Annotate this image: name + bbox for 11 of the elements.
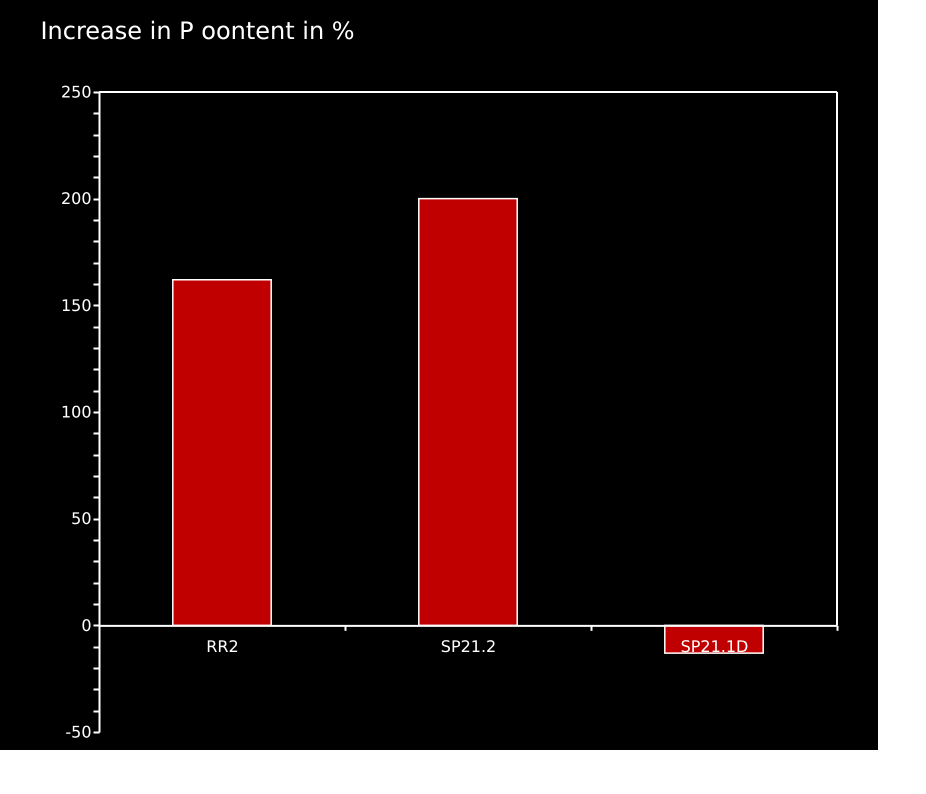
y-tick-label: 100 xyxy=(60,402,92,422)
y-tick-label: 0 xyxy=(81,616,92,635)
y-tick-label: 50 xyxy=(71,509,92,528)
x-tick-label: RR2 xyxy=(206,636,239,656)
x-tick-label: SP21.1D xyxy=(680,636,748,656)
chart-title: Increase in P oontent in % xyxy=(40,17,355,45)
y-tick-label: 150 xyxy=(60,296,92,315)
y-tick-label: 250 xyxy=(60,82,92,102)
y-tick-label: -50 xyxy=(65,722,92,742)
x-tick-label: SP21.2 xyxy=(440,636,496,656)
y-tick-label: 200 xyxy=(60,189,92,208)
